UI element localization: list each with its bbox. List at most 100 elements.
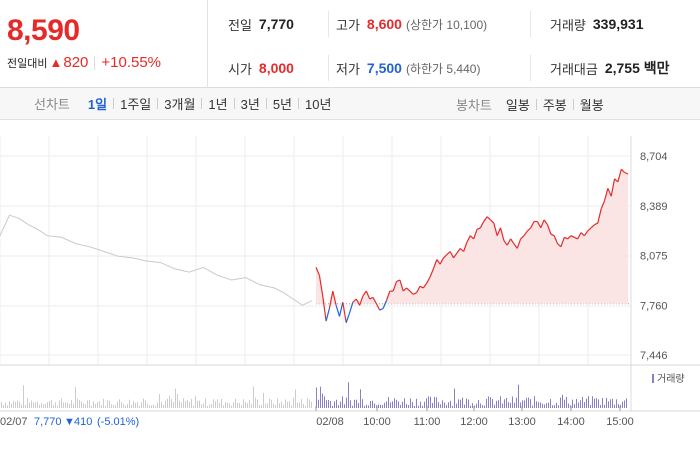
price-segment [617,169,622,183]
volume-bar [546,403,547,408]
volume-legend-label: 거래량 [657,373,685,385]
prev-volume-bar [155,405,156,408]
prev-volume-bar [293,397,294,408]
chart-canvas[interactable]: 8,704 8,389 8,075 7,760 7,446 거래량 02/08 10:00… [0,121,700,450]
volume-bar [448,402,449,408]
tab-1-year[interactable]: 1년 [208,97,228,112]
volume-value: 339,931 [592,16,644,32]
prev-volume-bar [119,399,120,408]
volume-bar [602,398,603,408]
up-area-fill [316,169,628,304]
volume-bar [382,405,383,408]
volume-bar [348,382,349,408]
price-segment [369,296,374,300]
volume-bar [458,399,459,408]
prev-volume-bar [45,404,46,408]
price-segment [550,233,555,237]
prev-volume-bar [99,401,100,408]
prev-volume-bar [201,404,202,408]
price-segment [456,248,461,254]
divider [298,98,300,109]
prev-volume-bar [241,405,242,408]
tab-1-week[interactable]: 1주일 [120,97,152,112]
price-segment [499,227,505,241]
price-segment [473,229,478,240]
volume-bar [534,396,535,408]
price-segment [496,227,502,236]
prev-volume-bar [305,405,306,408]
tab-10-years[interactable]: 10년 [305,97,332,112]
tab-3-years[interactable]: 3년 [240,97,260,112]
volume-bar [608,401,609,408]
volume-bar [392,401,393,408]
tab-3-months[interactable]: 3개월 [164,97,196,112]
volume: 거래량 339,931 [550,2,644,46]
divider [328,55,329,81]
prev-volume-bar [291,405,292,408]
volume-bar [596,398,597,408]
divider [535,98,537,110]
prev-volume-bar [237,402,238,408]
volume-bar [560,397,561,408]
prev-close-label: 전일 [228,17,252,33]
tab-1-day[interactable]: 1일 [87,97,108,112]
prev-volume-bar [125,405,126,408]
price-segment [352,298,357,303]
price-segment [490,219,495,224]
volume-bar [590,405,591,408]
volume-bar [624,400,625,408]
volume-bar [416,398,417,408]
volume-bar [428,396,429,408]
prev-volume-bar [21,404,22,408]
price-segment [396,279,401,283]
price-segment [624,171,629,175]
volume-bar [340,401,341,408]
prev-volume-bar [101,405,102,408]
intraday-chart[interactable]: 8,704 8,389 8,075 7,760 7,446 거래량 02/08 10:00… [0,121,700,450]
volume-bar [466,398,467,408]
open-label: 시가 [228,61,252,77]
volume-bar [372,400,373,408]
lower-limit: (하한가 5,440) [405,61,481,76]
prev-volume-bar [93,401,94,408]
prev-volume-bar [135,402,136,408]
prev-volume-bar [297,402,298,408]
prev-volume-bar [7,405,8,408]
low-value: 7,500 [366,60,402,76]
x-tick-label: 11:00 [414,416,441,428]
volume-bar [588,396,589,408]
divider [265,98,267,109]
price-segment [429,268,434,278]
prev-volume-bar [81,401,82,408]
prev-volume-bar [95,404,96,408]
prev-volume-bar [87,400,88,408]
volume-bar [494,404,495,408]
volume-bar [490,397,491,408]
x-tick-label: 02/08 [316,416,344,428]
prev-volume-bar [35,402,36,408]
volume-bar [604,404,605,408]
prev-volume-bar [89,400,90,408]
tab-weekly-candle[interactable]: 주봉 [542,97,567,113]
prev-volume-bar [219,403,220,408]
prev-volume-bar [279,403,280,408]
price-segment [443,254,448,259]
volume-bar [566,396,567,408]
price-segment [426,276,431,284]
quote-info-grid: 전일 7,770 시가 8,000 고가 8,600 (상한가 10,100) … [208,0,700,88]
price-segment [382,300,388,309]
volume-legend-swatch [652,374,654,383]
tab-5-years[interactable]: 5년 [272,97,293,112]
divider [328,11,329,37]
prev-volume-bar [115,405,116,408]
prev-volume-bar [157,402,158,408]
price-segment [610,178,616,197]
divider [94,55,96,70]
tab-daily-candle[interactable]: 일봉 [505,97,530,113]
prev-volume-bar [283,405,284,408]
prev-volume-bar [183,398,184,408]
tab-monthly-candle[interactable]: 월봉 [579,97,604,113]
price-segment [328,290,334,309]
prev-volume-bar [17,400,18,408]
prev-day-close: 7,770 [34,416,62,428]
